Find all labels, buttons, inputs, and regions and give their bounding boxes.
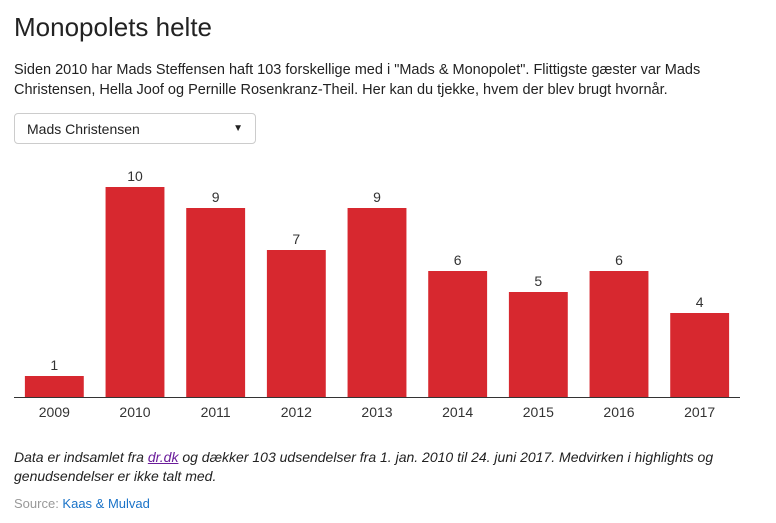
bar-2016[interactable]: [589, 271, 649, 397]
intro-text: Siden 2010 har Mads Steffensen haft 103 …: [14, 62, 701, 98]
bar-chart: 1 2009 10 2010 9 2011 7 2012 9 2013 6 2014 5 2015 6 201…: [14, 168, 740, 420]
data-label-2013: 9: [373, 189, 381, 205]
data-label-2011: 9: [212, 189, 220, 205]
bar-2009[interactable]: [24, 376, 84, 397]
source-label: Source:: [14, 496, 63, 511]
x-tick-label-2013: 2013: [361, 404, 392, 420]
x-tick-label-2009: 2009: [39, 404, 70, 420]
bar-2017[interactable]: [670, 313, 730, 397]
bar-2014[interactable]: [428, 271, 488, 397]
bar-2010[interactable]: [105, 187, 165, 397]
bar-2015[interactable]: [508, 292, 568, 397]
dropdown-selected-label: Mads Christensen: [27, 120, 140, 137]
x-tick-label-2016: 2016: [603, 404, 634, 420]
chevron-down-icon: ▼: [233, 123, 243, 134]
data-label-2009: 1: [50, 357, 58, 373]
data-label-2017: 4: [696, 294, 704, 310]
note-text-before: Data er indsamlet fra: [14, 449, 148, 465]
x-tick-label-2014: 2014: [442, 404, 473, 420]
data-label-2016: 6: [615, 252, 623, 268]
bar-2012[interactable]: [266, 250, 326, 397]
x-tick-label-2017: 2017: [684, 404, 715, 420]
data-label-2012: 7: [292, 231, 300, 247]
x-tick-label-2012: 2012: [281, 404, 312, 420]
bar-2013[interactable]: [347, 208, 407, 397]
data-label-2014: 6: [454, 252, 462, 268]
data-label-2010: 10: [127, 168, 143, 184]
source-line: Source: Kaas & Mulvad: [14, 496, 150, 511]
chart-title: Monopolets helte: [14, 12, 213, 42]
person-dropdown[interactable]: Mads Christensen ▼: [14, 113, 256, 144]
x-tick-label-2011: 2011: [201, 404, 231, 420]
x-tick-label-2015: 2015: [523, 404, 554, 420]
source-link-drdk[interactable]: dr.dk: [147, 449, 179, 465]
note-text-after: og dækker 103 udsendelser fra 1. jan. 20…: [14, 449, 714, 484]
bar-2011[interactable]: [186, 208, 246, 397]
x-tick-label-2010: 2010: [119, 404, 150, 420]
data-note: Data er indsamlet fra dr.dk og dækker 10…: [14, 448, 754, 486]
source-link[interactable]: Kaas & Mulvad: [62, 496, 150, 511]
data-label-2015: 5: [534, 273, 542, 289]
